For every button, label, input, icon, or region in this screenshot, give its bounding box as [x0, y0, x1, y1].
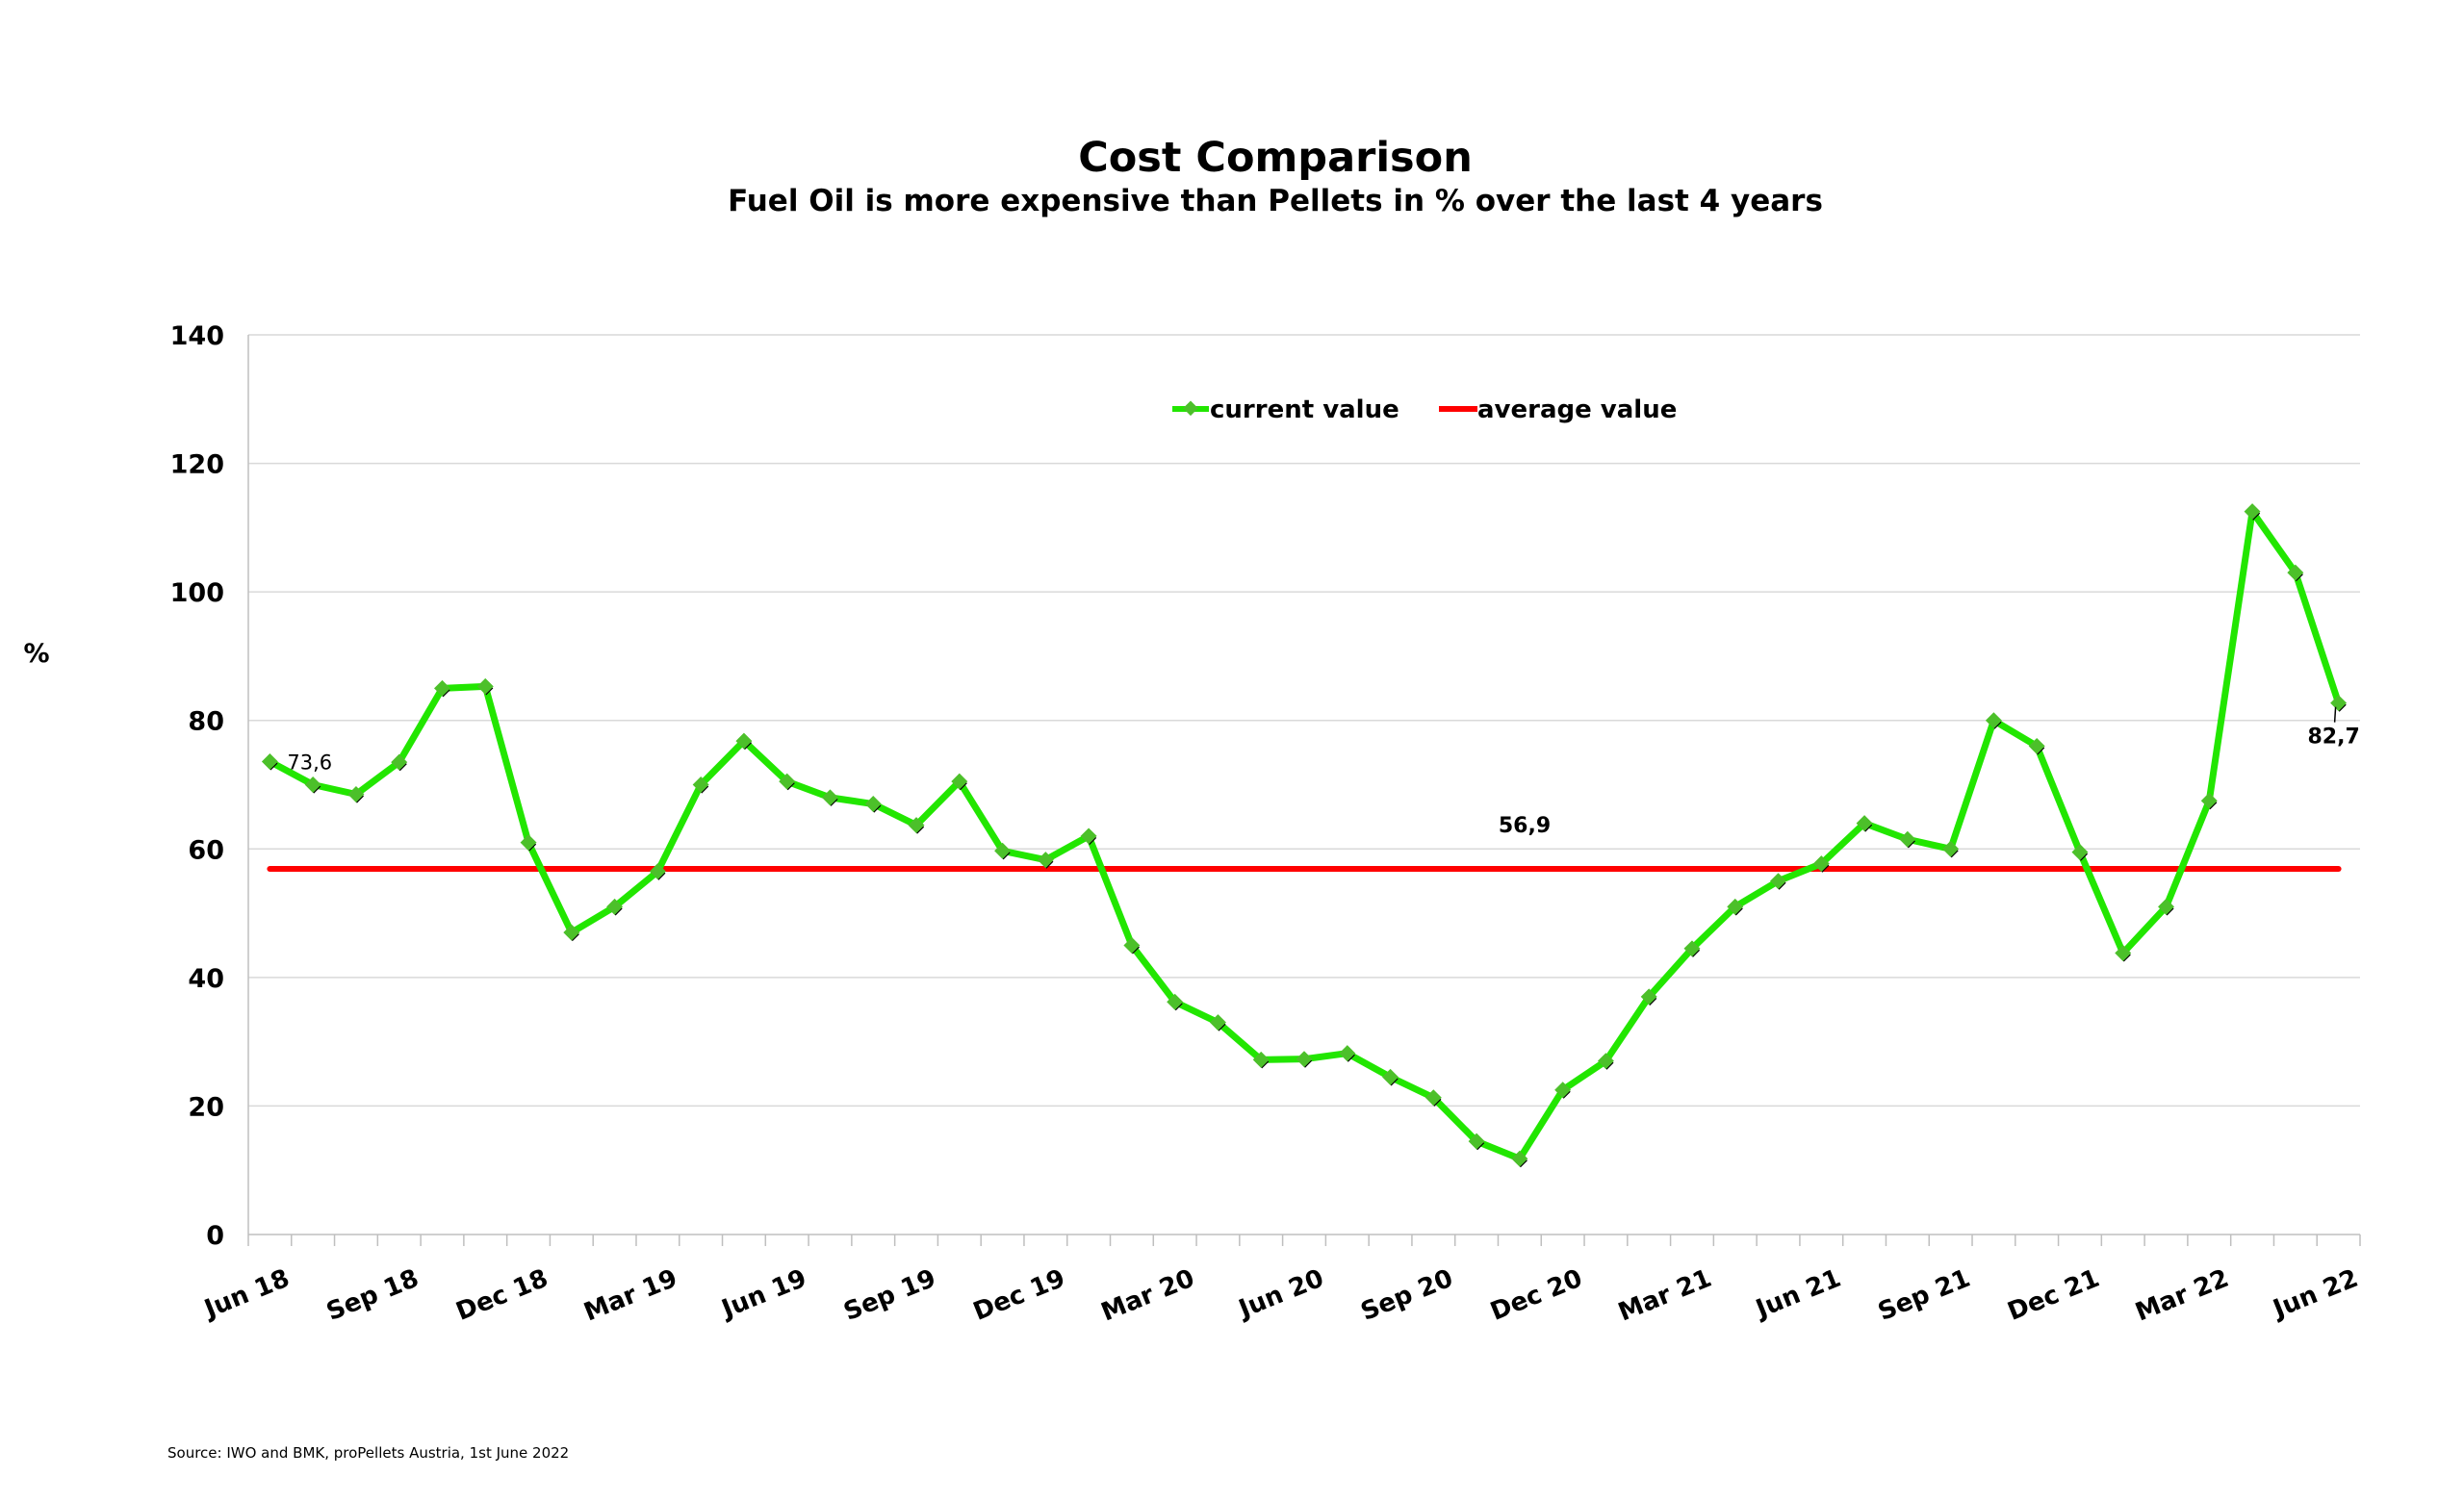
data-point — [821, 789, 838, 806]
legend-current-marker — [1183, 400, 1198, 417]
data-point — [1856, 815, 1873, 832]
legend-average-label: average value — [1477, 395, 1677, 424]
x-tick-label: Jun 21 — [1751, 1264, 1845, 1325]
data-point — [2115, 944, 2132, 961]
data-point — [1899, 830, 1916, 848]
x-tick-label: Mar 22 — [2132, 1264, 2233, 1328]
legend: current value average value — [1172, 395, 1677, 424]
y-tick-label: 40 — [188, 964, 224, 994]
x-tick-label: Jun 18 — [199, 1264, 294, 1325]
data-point — [2200, 792, 2218, 809]
data-point — [1770, 873, 1787, 890]
data-point — [2330, 695, 2348, 712]
data-point — [1123, 936, 1141, 954]
data-point — [864, 796, 882, 813]
data-point — [606, 898, 624, 915]
data-point — [2158, 898, 2174, 915]
x-tick-label: Dec 20 — [1486, 1264, 1586, 1327]
y-tick-label: 80 — [188, 707, 224, 737]
data-point — [1511, 1150, 1528, 1167]
data-point — [1424, 1089, 1442, 1107]
data-point — [1209, 1014, 1226, 1031]
x-tick-label: Sep 18 — [322, 1264, 423, 1327]
first-value-label: 73,6 — [287, 751, 332, 774]
data-point — [994, 842, 1012, 859]
data-point — [1727, 898, 1744, 915]
data-point — [692, 776, 709, 793]
data-point — [951, 773, 968, 790]
data-point — [304, 776, 321, 793]
y-tick-labels: 0 20 40 60 80 100 120 140 — [170, 321, 224, 1251]
x-tick-label: Dec 18 — [452, 1264, 552, 1327]
data-point — [1296, 1051, 1313, 1068]
data-point — [1683, 940, 1701, 957]
data-point — [2287, 564, 2304, 581]
data-point — [1985, 712, 2002, 729]
average-value-label: 56,9 — [1499, 814, 1551, 838]
x-tick-label: Sep 19 — [839, 1264, 939, 1327]
y-tick-label: 60 — [188, 835, 224, 865]
data-point — [1942, 840, 1960, 857]
data-point — [1382, 1068, 1399, 1085]
x-tick-label: Sep 21 — [1874, 1264, 1974, 1327]
legend-current-label: current value — [1210, 395, 1399, 424]
source-note: Source: IWO and BMK, proPellets Austria,… — [167, 1444, 569, 1462]
data-point — [563, 924, 580, 941]
x-tick-label: Jun 22 — [2268, 1264, 2362, 1325]
data-point — [1640, 988, 1657, 1006]
chart-title: Cost Comparison — [1078, 134, 1473, 182]
x-tick-label: Mar 19 — [580, 1264, 681, 1328]
data-point — [1597, 1053, 1614, 1070]
current-value-series — [261, 503, 2348, 1168]
x-tick-label: Mar 21 — [1614, 1264, 1715, 1328]
x-tick-label: Jun 19 — [716, 1264, 810, 1325]
y-axis-label: % — [23, 639, 49, 669]
data-labels: 73,6 82,7 56,9 — [287, 706, 2360, 838]
data-point — [1468, 1133, 1485, 1150]
gridlines — [248, 334, 2360, 1107]
leader-line — [2333, 706, 2337, 723]
x-tick-label: Dec 21 — [2004, 1264, 2104, 1327]
data-point — [2244, 503, 2261, 521]
data-point — [735, 732, 753, 750]
x-tick-label: Dec 19 — [969, 1264, 1069, 1327]
y-tick-label: 120 — [170, 450, 224, 480]
y-tick-label: 20 — [188, 1092, 224, 1122]
y-tick-label: 100 — [170, 578, 224, 608]
data-point — [391, 753, 408, 771]
data-point — [1080, 827, 1097, 845]
last-value-label: 82,7 — [2307, 726, 2359, 750]
data-point — [649, 863, 666, 880]
data-point — [908, 817, 925, 834]
data-point — [434, 679, 450, 697]
data-point — [1167, 993, 1184, 1010]
data-point — [2028, 737, 2045, 754]
data-point — [261, 752, 278, 770]
data-point — [779, 773, 796, 790]
y-tick-label: 140 — [170, 321, 224, 351]
x-tick-label: Sep 20 — [1357, 1264, 1457, 1327]
data-point — [1252, 1051, 1270, 1068]
data-point — [476, 677, 494, 695]
data-point — [1554, 1082, 1572, 1099]
data-point — [1037, 852, 1054, 869]
x-tick-label: Jun 20 — [1233, 1264, 1327, 1325]
data-point — [2071, 844, 2089, 861]
data-point — [1339, 1045, 1356, 1062]
data-point — [347, 786, 365, 803]
data-point — [1812, 855, 1830, 873]
x-tick-label: Mar 20 — [1097, 1264, 1198, 1328]
chart-subtitle: Fuel Oil is more expensive than Pellets … — [728, 184, 1823, 218]
data-point — [520, 834, 537, 852]
y-tick-label: 0 — [206, 1221, 224, 1251]
